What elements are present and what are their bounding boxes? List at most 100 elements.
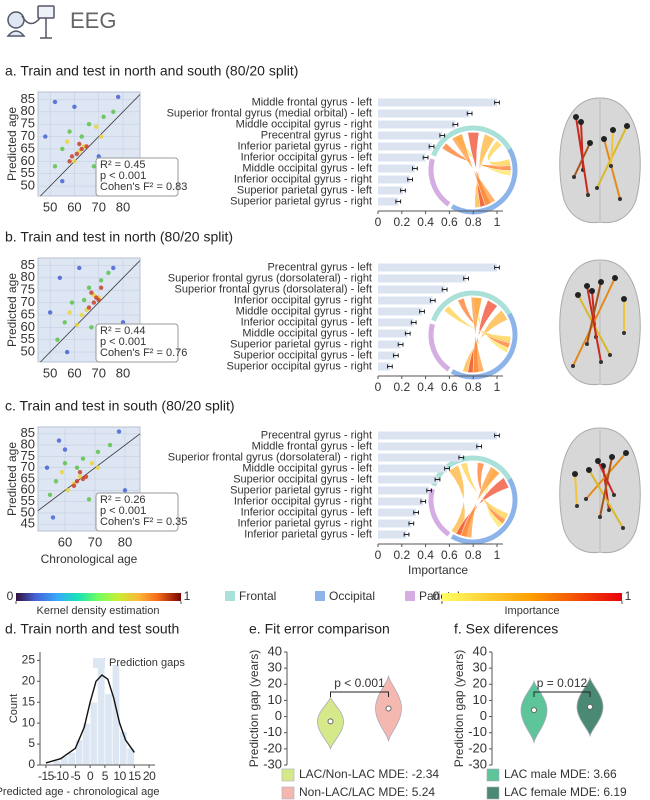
x-axis-label: Predicted age - chronological age [0,786,159,798]
brain-link [588,469,624,529]
y-tick-label: -20 [263,740,282,755]
chord-ring [431,290,512,322]
colorbar-tick-label: 1 [184,589,191,603]
error-bar [494,100,500,105]
colorbar [442,593,622,601]
error-bar [419,309,425,314]
point [74,151,80,157]
bar-label: Middle occipital gyrus - right [236,305,372,317]
x-tick-label: 5 [102,769,109,783]
y-tick-label: 65 [21,306,35,321]
bar [378,318,414,327]
chord-ring [428,158,451,207]
histogram-bar [104,693,113,766]
brain-node [598,279,604,285]
bar [378,263,497,272]
point [91,300,97,305]
x-axis-label: Importance [408,563,468,577]
brain-node [595,186,599,190]
point [79,146,84,152]
significance-label: p = 0.012 [537,676,588,690]
point [116,429,122,434]
x-tick-label: 1 [494,215,501,229]
y-tick-label: 70 [21,459,35,474]
point [72,159,77,164]
stats-text: p < 0.001 [100,170,146,182]
point [111,109,116,115]
bar [378,431,497,440]
error-bar [426,488,433,493]
point [86,121,92,127]
y-axis-label: Prediction gap (years) [247,650,261,767]
point [50,515,56,520]
point [115,94,121,100]
point [67,159,72,164]
x-tick-label: 0.2 [393,215,410,229]
y-tick-label: 55 [21,493,35,508]
bar-label: Inferior occipital gyrus - left [241,506,372,518]
y-tick-label: 85 [21,91,35,106]
bar [378,340,401,349]
x-tick-label: 0.8 [465,215,482,229]
error-bar [458,455,465,460]
chord-diagram [428,290,518,380]
colorbar-tick-label: 1 [625,589,632,603]
bar [378,197,399,206]
y-tick-label: 80 [21,269,35,284]
chord-ring [450,477,518,545]
y-axis-label: Predicted age [5,273,19,347]
bar-label: Inferior parietal gyrus - right [238,140,373,152]
bar [378,362,390,371]
error-bar [466,111,473,116]
bar-label: Middle occipital gyrus - left [242,462,372,474]
y-tick-label: 45 [21,516,35,531]
x-tick-label: 20 [143,769,156,783]
point [60,178,65,184]
point [71,483,77,488]
brain-node [618,197,622,201]
chord-ribbon [460,466,501,539]
error-bar [420,499,427,504]
point [122,488,128,493]
brain-node [575,504,579,508]
chord-ribbon [448,464,466,537]
y-tick-label: 30 [268,660,282,675]
point [98,278,104,283]
point [94,124,99,129]
brain-link [603,138,621,200]
brain-node [610,127,616,133]
y-tick-label: 75 [21,282,35,297]
y-tick-label: 20 [473,676,487,691]
y-tick-label: -30 [263,756,282,771]
x-tick-label: 0.2 [393,380,410,394]
legend-swatch [486,786,500,800]
point [77,265,82,271]
bar-label: Middle occipital gyrus - left [242,327,372,339]
bar-label: Middle frontal gyrus - left [252,96,372,108]
brain-link [586,285,602,363]
brain-node [572,175,576,179]
point [52,99,58,105]
point [96,154,101,159]
x-tick-label: 0.4 [417,548,434,562]
y-tick-label: 80 [21,437,35,452]
chord-ribbon [467,132,492,208]
point [74,322,80,328]
error-bar [428,144,435,149]
error-bar [392,353,399,358]
brain-node [584,497,588,501]
chord-diagram [428,455,518,545]
histogram-bar [67,752,76,766]
brain-node [624,123,630,129]
point [86,497,92,502]
brain-node [609,164,613,168]
bar [378,508,417,517]
y-tick-label: 0 [275,708,282,723]
y-tick-label: 80 [21,103,35,118]
bar-label: Inferior parietal gyrus - right [238,517,373,529]
colorbar-label: Importance [504,605,559,617]
error-bar [439,133,446,138]
error-bar [412,166,418,171]
chord-ribbon [470,296,485,374]
